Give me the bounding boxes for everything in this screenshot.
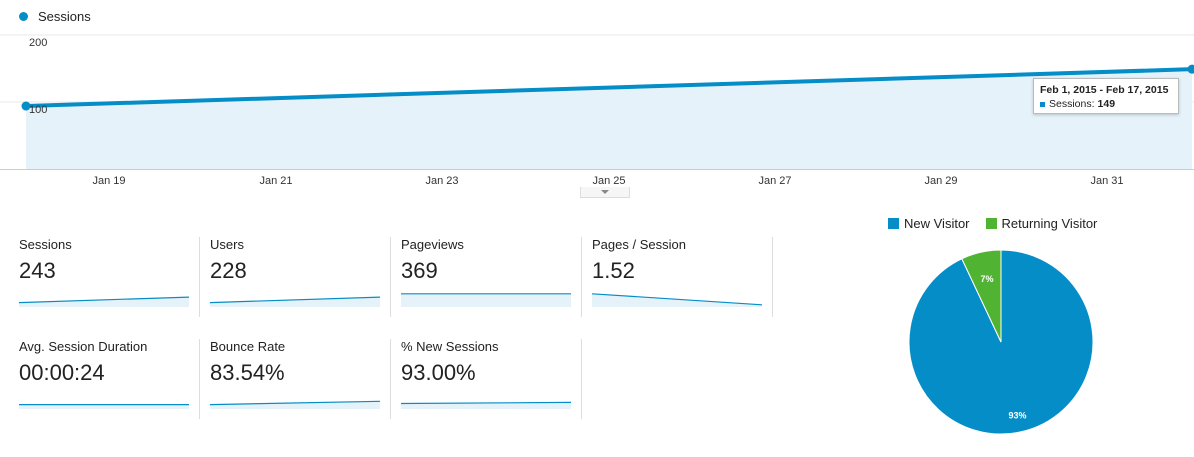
metric-label: Sessions [19,237,72,252]
metric-value: 1.52 [592,258,635,283]
pie-legend-label: New Visitor [904,216,970,231]
sparkline-line [19,296,189,304]
x-tick-label: Jan 29 [924,175,958,187]
x-tick-label: Jan 31 [1090,175,1124,187]
metric-value: 00:00:24 [19,360,105,385]
metric-avg-session-duration[interactable]: Avg. Session Duration 00:00:24 [19,339,200,419]
x-tick-label: Jan 25 [592,175,626,187]
visitor-type-pie-chart[interactable]: 93% 7% [906,247,1096,437]
x-tick-label: Jan 21 [259,175,293,187]
metric-sparkline [401,401,571,409]
pie-slice [961,249,1002,343]
chart-legend: Sessions [19,9,91,24]
sparkline-line [210,296,380,304]
metric-bounce-rate[interactable]: Bounce Rate 83.54% [210,339,391,419]
metric-label: Users [210,237,244,252]
sessions-data-point [1187,64,1194,74]
pie-slice-label: 93% [1008,411,1026,421]
caret-down-icon [601,190,609,194]
sparkline-area [401,402,571,409]
metric-sparkline [19,404,189,409]
metric-label: Pages / Session [592,237,686,252]
chart-collapse-toggle[interactable] [580,187,630,198]
metric-value: 83.54% [210,360,285,385]
pie-slice [908,249,1094,435]
metric-sparkline [401,293,571,307]
sparkline-area [401,293,571,307]
sessions-line-chart[interactable] [0,30,1194,170]
sessions-legend-dot [19,12,28,21]
chart-tooltip: Feb 1, 2015 - Feb 17, 2015 Sessions: 149 [1033,78,1179,114]
metric-value: 369 [401,258,438,283]
sparkline-line [401,401,571,405]
metric-pageviews[interactable]: Pageviews 369 [401,237,582,317]
tooltip-title: Feb 1, 2015 - Feb 17, 2015 [1040,84,1169,96]
pie-legend-item-returning-visitor[interactable]: Returning Visitor [985,216,1098,231]
sparkline-line [592,293,762,306]
metric-sparkline [210,296,380,307]
metric-sparkline [19,296,189,307]
sessions-area [26,69,1192,169]
sparkline-area [19,404,189,409]
metric-label: % New Sessions [401,339,499,354]
x-tick-label: Jan 23 [425,175,459,187]
sparkline-area [210,401,380,409]
metric-value: 228 [210,258,247,283]
sessions-line [25,67,1193,109]
x-tick-label: Jan 19 [92,175,126,187]
y-tick-label: 200 [29,37,48,49]
tooltip-series-swatch [1040,101,1045,107]
metric-new-sessions[interactable]: % New Sessions 93.00% [401,339,582,419]
tooltip-row: Sessions: 149 [1040,97,1178,111]
metric-value: 243 [19,258,56,283]
metric-label: Avg. Session Duration [19,339,148,354]
tooltip-value: 149 [1097,98,1116,110]
sparkline-area [210,297,380,307]
metric-sessions[interactable]: Sessions 243 [19,237,200,317]
metric-value: 93.00% [401,360,476,385]
metric-sparkline [210,400,380,409]
pie-slice-label: 7% [980,274,993,284]
sparkline-area [19,297,189,307]
metric-label: Bounce Rate [210,339,286,354]
pie-legend-item-new-visitor[interactable]: New Visitor [888,216,970,231]
metric-label: Pageviews [401,237,464,252]
legend-swatch [888,218,899,229]
pie-legend: New Visitor Returning Visitor [888,216,1113,231]
tooltip-series-label: Sessions: [1049,98,1095,110]
sparkline-line [210,400,380,406]
metric-users[interactable]: Users 228 [210,237,391,317]
y-tick-label: 100 [29,104,48,116]
pie-legend-label: Returning Visitor [1001,216,1098,231]
sessions-data-point [21,101,31,111]
metric-pages-per-session[interactable]: Pages / Session 1.52 [592,237,773,317]
legend-swatch [985,218,997,229]
sessions-legend-label: Sessions [38,9,91,24]
metric-sparkline [592,293,762,307]
x-tick-label: Jan 27 [758,175,792,187]
